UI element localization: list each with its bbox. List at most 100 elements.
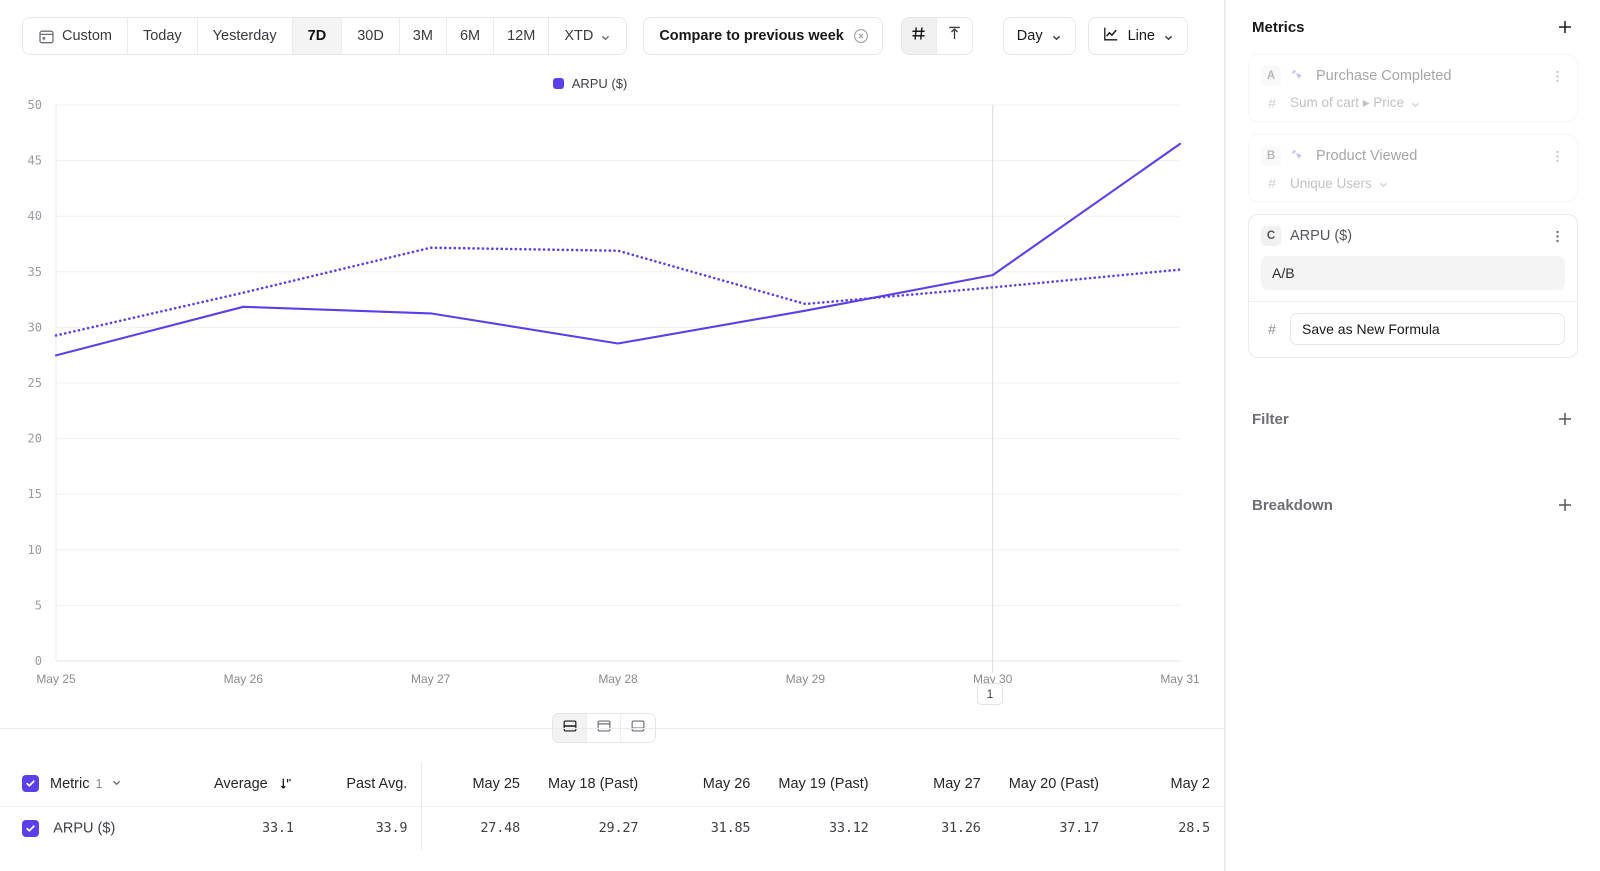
range-button-3m[interactable]: 3M [399,18,447,54]
header-may-28-truncated[interactable]: May 2 [1113,762,1224,806]
grid-icon [910,25,927,47]
chart-svg[interactable]: 0 5 10 15 20 25 30 35 40 45 50 May 25 May 26 May 27 Ma… [0,96,1224,716]
header-past-avg-label: Past Avg. [346,775,408,792]
calendar-icon [38,28,55,45]
metric-badge-a: A [1261,66,1281,86]
header-metric: Metric 1 [0,762,191,806]
compare-to-previous-week-pill[interactable]: Compare to previous week [643,17,883,55]
row-metric-name-cell: ARPU ($) [0,806,191,850]
cell-may-26: 31.85 [652,806,764,850]
y-axis-tick: 35 [28,265,42,279]
x-axis-tick: May 25 [36,672,76,686]
header-past-avg[interactable]: Past Avg. [308,762,422,806]
x-axis-tick: May 30 [973,672,1013,686]
chevron-down-icon [1163,31,1174,42]
kebab-menu-icon[interactable] [1550,149,1565,164]
header-may-19-past-label: May 19 (Past) [778,775,869,792]
metric-card-b[interactable]: B Product Viewed # Unique Users [1248,134,1578,202]
range-label-custom: Custom [62,28,112,44]
header-average[interactable]: Average [191,762,308,806]
metrics-table-container[interactable]: Metric 1 Average [0,762,1224,871]
add-metric-button[interactable] [1556,18,1574,36]
range-label-6m: 6M [459,28,481,44]
table-divider [0,728,1224,729]
value-may-19-past: 33.12 [828,820,869,837]
kebab-menu-icon[interactable] [1550,229,1565,244]
metrics-table: Metric 1 Average [0,762,1224,850]
value-may-25: 27.48 [480,820,520,837]
header-may-20-past-label: May 20 (Past) [1008,775,1099,792]
cell-average: 33.1 [191,806,308,850]
range-button-xtd[interactable]: XTD [549,18,627,54]
range-label-yesterday: Yesterday [212,28,277,44]
close-circle-icon[interactable] [853,28,869,44]
header-may-19-past[interactable]: May 19 (Past) [764,762,882,806]
chevron-down-icon[interactable] [111,776,122,787]
granularity-dropdown[interactable]: Day [1002,17,1076,55]
grid-toggle-button[interactable] [901,18,937,54]
metric-aggregation-a[interactable]: Sum of cart ▸ Price [1290,95,1421,111]
save-as-new-formula-label: Save as New Formula [1302,321,1440,337]
range-button-custom[interactable]: Custom [23,18,128,54]
cursor-click-icon [1290,148,1307,165]
range-label-3m: 3M [412,28,433,44]
range-button-12m[interactable]: 12M [494,18,550,54]
chevron-down-icon [1410,98,1421,109]
x-axis-tick: May 26 [224,672,264,686]
section-gap [1248,370,1578,392]
header-may-25[interactable]: May 25 [421,762,534,806]
table-header-row: Metric 1 Average [0,762,1224,806]
chevron-down-icon [600,31,611,42]
metric-card-a[interactable]: A Purchase Completed # Sum of cart ▸ Pri… [1248,54,1578,122]
x-axis-tick: May 28 [598,672,638,686]
row-checkbox[interactable] [22,819,39,837]
legend-swatch-arpu [552,78,564,89]
header-may-26[interactable]: May 26 [652,762,764,806]
range-button-today[interactable]: Today [127,18,198,54]
range-button-30d[interactable]: 30D [342,18,400,54]
add-breakdown-button[interactable] [1556,496,1574,514]
metric-badge-b: B [1261,146,1281,166]
add-filter-button[interactable] [1556,410,1574,428]
kebab-menu-icon[interactable] [1550,69,1565,84]
formula-input[interactable]: A/B [1261,256,1565,290]
metric-aggregation-label-b: Unique Users [1290,175,1372,191]
metrics-table-head: Metric 1 Average [0,762,1224,806]
chart-toolbar: Custom Today Yesterday 7D 30D 3M [0,14,1224,58]
metrics-table-body: ARPU ($) 33.1 33.9 27.48 29.27 [0,806,1224,850]
table-row[interactable]: ARPU ($) 33.1 33.9 27.48 29.27 [0,806,1224,850]
annotation-badge-label: 1 [986,687,994,701]
save-as-new-formula-input[interactable]: Save as New Formula [1290,313,1565,345]
metric-aggregation-b[interactable]: Unique Users [1290,176,1389,191]
axis-scale-button[interactable] [936,18,972,54]
split-horizontal-icon [562,718,578,739]
annotation-badge[interactable]: 1 [977,683,1003,705]
cell-may-20-past: 37.17 [995,806,1113,850]
header-may-20-past[interactable]: May 20 (Past) [995,762,1113,806]
panel-top-icon [596,718,612,739]
chart-type-label: Line [1127,28,1155,44]
formula-card-divider [1249,301,1577,302]
breakdown-section-header: Breakdown [1248,478,1578,532]
chevron-down-icon [1051,31,1062,42]
value-may-27: 31.26 [941,820,981,837]
chart-type-dropdown[interactable]: Line [1087,17,1188,55]
chevron-down-icon [1378,178,1389,189]
metric-name-a: Purchase Completed [1316,68,1452,84]
range-button-7d[interactable]: 7D [292,18,343,54]
panel-divider [1224,0,1226,871]
header-may-18-past[interactable]: May 18 (Past) [534,762,652,806]
range-button-6m[interactable]: 6M [446,18,495,54]
range-button-yesterday[interactable]: Yesterday [197,18,293,54]
range-label-xtd: XTD [564,28,594,44]
range-label-12m: 12M [507,28,536,44]
header-may-27[interactable]: May 27 [883,762,995,806]
value-may-26: 31.85 [710,820,751,837]
filter-section-header: Filter [1248,392,1578,446]
date-range-segmented-control: Custom Today Yesterday 7D 30D 3M [22,17,628,55]
x-axis-tick: May 27 [411,672,451,686]
metric-name-b: Product Viewed [1316,148,1418,164]
x-axis-tick: May 31 [1160,672,1200,686]
select-all-checkbox[interactable] [22,775,39,793]
metric-card-c-formula[interactable]: C ARPU ($) A/B # Save as New Formula [1248,214,1578,358]
